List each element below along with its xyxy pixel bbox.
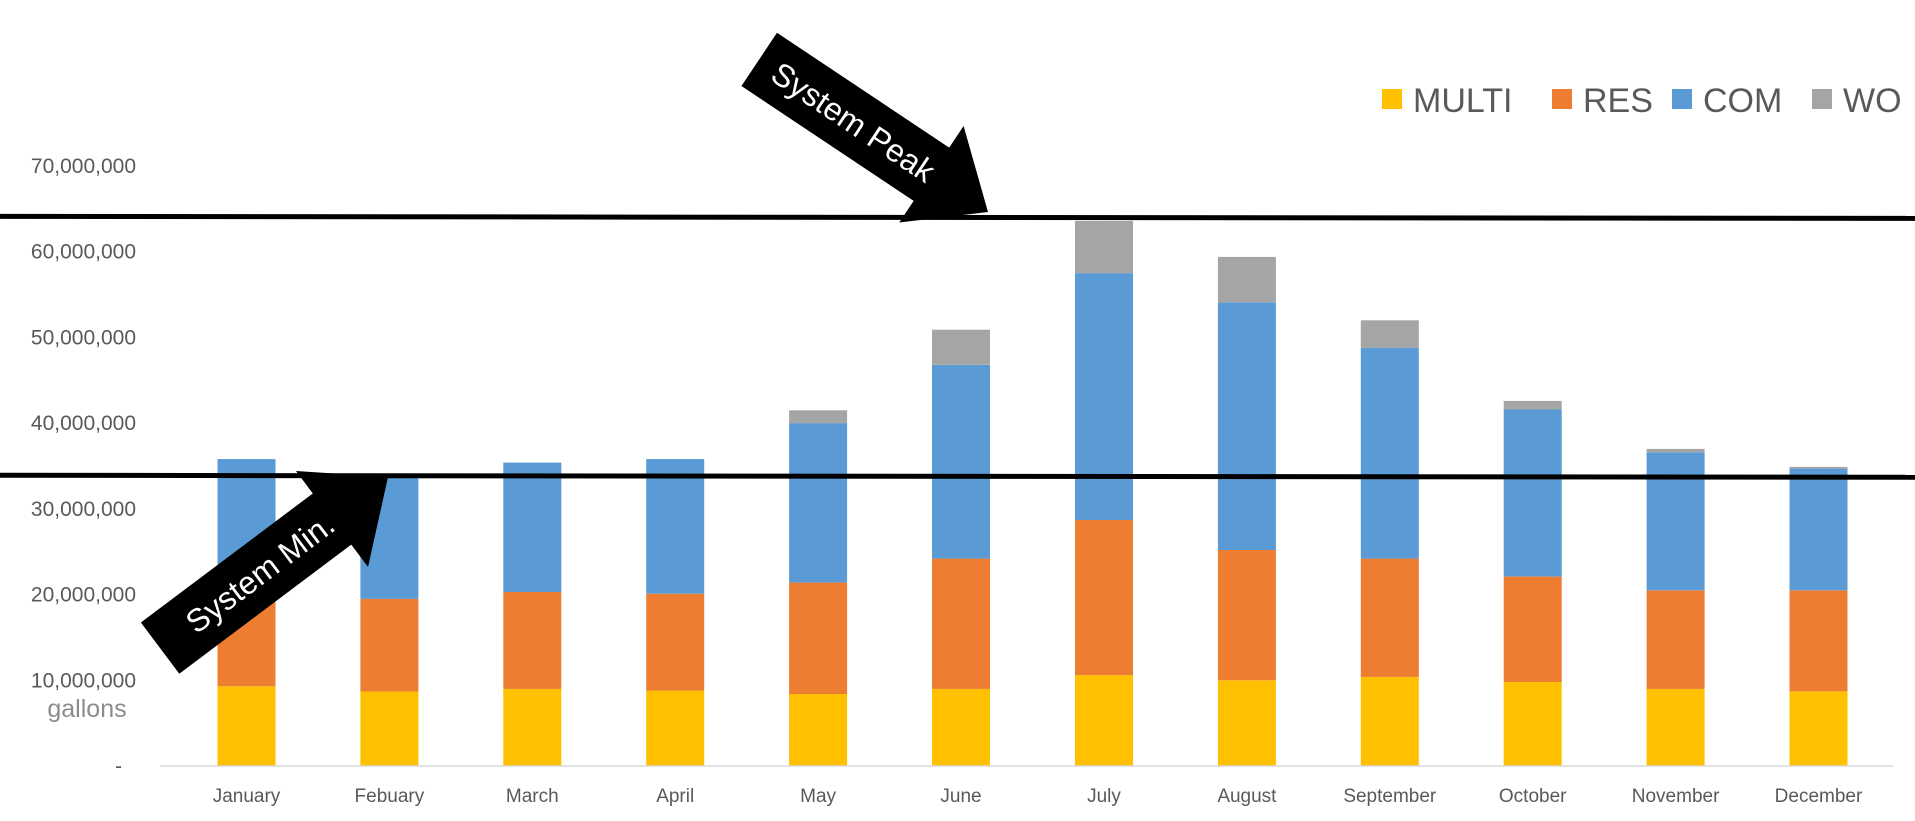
system-peak-arrow-shape bbox=[741, 32, 988, 223]
y-unit-label: gallons bbox=[47, 695, 126, 723]
bar-res-april bbox=[646, 593, 705, 691]
bar-com-september bbox=[1360, 347, 1419, 559]
system-min-arrow-shape bbox=[140, 471, 388, 674]
bar-com-november bbox=[1646, 452, 1705, 591]
reference-line-system-min bbox=[0, 472, 1915, 480]
x-tick-label-december: December bbox=[1775, 786, 1863, 807]
y-tick-label: 60,000,000 bbox=[31, 241, 136, 264]
bar-wo-july bbox=[1075, 220, 1133, 274]
legend-swatch-com bbox=[1672, 89, 1692, 109]
legend: MULTI RES COM WO bbox=[1382, 82, 1902, 120]
x-tick-label-may: May bbox=[800, 786, 836, 807]
bar-multi-march bbox=[503, 688, 562, 766]
bar-com-august bbox=[1217, 302, 1276, 550]
bar-multi-august bbox=[1217, 680, 1276, 766]
bar-wo-november bbox=[1646, 448, 1705, 453]
legend-swatch-multi bbox=[1382, 89, 1402, 109]
x-tick-label-april: April bbox=[656, 786, 694, 807]
x-tick-label-october: October bbox=[1499, 786, 1567, 807]
bar-com-may bbox=[789, 423, 848, 583]
bar-res-september bbox=[1360, 558, 1419, 677]
bars-layer bbox=[217, 220, 1848, 766]
bar-multi-june bbox=[932, 688, 990, 766]
bar-multi-december bbox=[1789, 691, 1848, 766]
bar-multi-january bbox=[217, 686, 276, 766]
bar-res-november bbox=[1646, 590, 1705, 689]
bar-multi-febuary bbox=[360, 691, 419, 766]
legend-swatch-wo bbox=[1812, 89, 1832, 109]
system-peak-label: System Peak bbox=[765, 55, 943, 190]
bar-multi-april bbox=[646, 690, 705, 766]
bar-res-august bbox=[1217, 550, 1276, 681]
y-tick-label: 50,000,000 bbox=[31, 326, 136, 349]
x-tick-label-march: March bbox=[506, 786, 559, 807]
bar-com-march bbox=[503, 462, 562, 592]
x-tick-label-july: July bbox=[1087, 786, 1121, 807]
y-tick-label: - bbox=[115, 755, 122, 778]
y-tick-label: 40,000,000 bbox=[31, 412, 136, 435]
bar-res-may bbox=[789, 582, 848, 694]
x-tick-label-september: September bbox=[1343, 786, 1437, 807]
reference-line-system-peak bbox=[0, 213, 1915, 221]
bar-res-june bbox=[932, 558, 990, 689]
legend-label-res: RES bbox=[1583, 82, 1653, 120]
bar-res-febuary bbox=[360, 598, 419, 692]
bar-com-december bbox=[1789, 468, 1848, 591]
bar-res-december bbox=[1789, 590, 1848, 692]
x-tick-label-febuary: Febuary bbox=[355, 786, 425, 807]
x-tick-label-june: June bbox=[940, 786, 981, 807]
legend-swatch-res bbox=[1552, 89, 1572, 109]
x-tick-label-january: January bbox=[213, 786, 281, 807]
bar-com-april bbox=[646, 459, 705, 594]
bar-wo-september bbox=[1360, 320, 1419, 348]
system-peak-arrow: System Peak bbox=[741, 32, 988, 223]
bar-wo-may bbox=[789, 410, 848, 424]
bar-com-june bbox=[932, 364, 990, 559]
bar-com-october bbox=[1503, 409, 1562, 577]
bar-com-july bbox=[1075, 273, 1133, 520]
y-axis-ticks: - 10,000,000 20,000,000 30,000,000 40,000,00… bbox=[31, 155, 136, 778]
bar-multi-may bbox=[789, 694, 848, 766]
legend-label-multi: MULTI bbox=[1413, 82, 1512, 120]
bar-multi-july bbox=[1075, 675, 1133, 766]
x-tick-label-november: November bbox=[1632, 786, 1720, 807]
bar-multi-november bbox=[1646, 688, 1705, 766]
bar-wo-october bbox=[1503, 400, 1562, 410]
bar-res-march bbox=[503, 592, 562, 689]
bar-res-july bbox=[1075, 520, 1133, 676]
bar-wo-august bbox=[1217, 256, 1276, 303]
x-tick-label-august: August bbox=[1217, 786, 1277, 807]
y-tick-label: 20,000,000 bbox=[31, 584, 136, 607]
legend-label-com: COM bbox=[1703, 82, 1782, 120]
y-tick-label: 30,000,000 bbox=[31, 498, 136, 521]
bar-wo-december bbox=[1789, 466, 1848, 469]
y-tick-label: 10,000,000 bbox=[31, 669, 136, 692]
y-tick-label: 70,000,000 bbox=[31, 155, 136, 178]
bar-wo-june bbox=[932, 329, 990, 365]
bar-multi-october bbox=[1503, 682, 1562, 766]
legend-label-wo: WO bbox=[1843, 82, 1902, 120]
bar-multi-september bbox=[1360, 676, 1419, 766]
x-axis-ticks: January Febuary March April May June July Augus… bbox=[213, 786, 1863, 807]
bar-res-october bbox=[1503, 576, 1562, 682]
